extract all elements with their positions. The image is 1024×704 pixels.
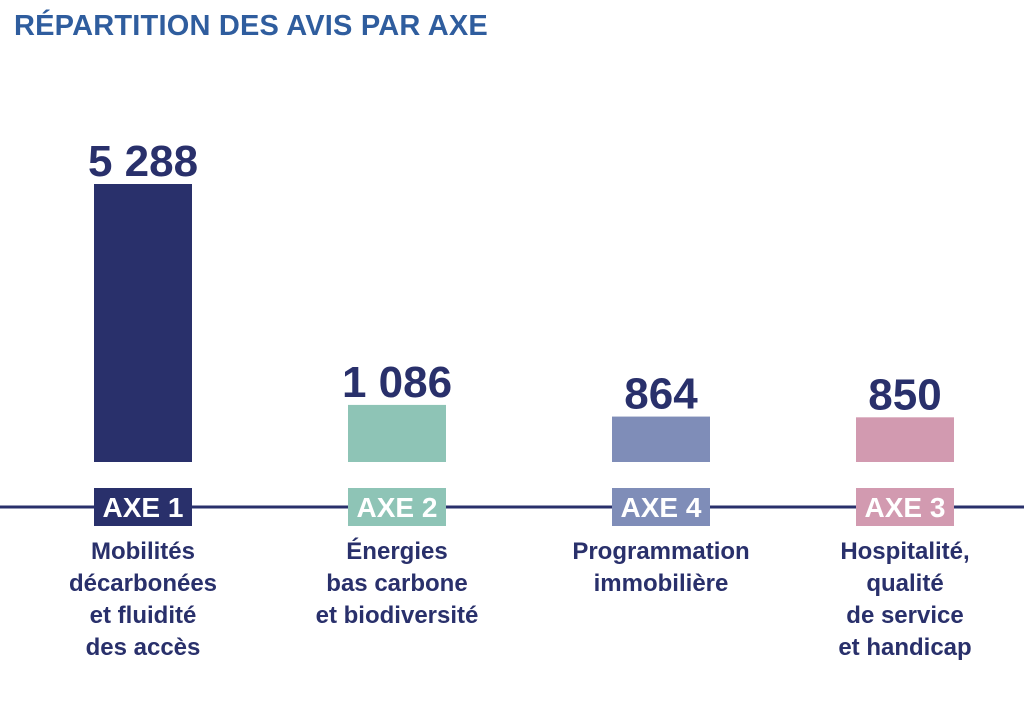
value-label-1: 5 288: [88, 137, 198, 186]
bars-group: 5 288 AXE 1 1 086 AXE 2 864 AXE 4 850 AXE 3: [88, 137, 954, 526]
description-line: Hospitalité,: [840, 538, 970, 565]
description-line: et fluidité: [89, 602, 197, 629]
description-line: Énergies: [346, 538, 448, 565]
description-line: et biodiversité: [315, 602, 479, 629]
description-line: immobilière: [593, 570, 729, 597]
description-line: décarbonées: [68, 570, 218, 597]
description-line: Programmation: [572, 538, 750, 565]
bar-2: [348, 404, 446, 462]
category-description-2: Énergies bas carbone et biodiversité: [277, 536, 517, 632]
value-label-2: 1 086: [342, 358, 452, 407]
description-line: des accès: [85, 634, 201, 661]
category-label-4: AXE 3: [865, 492, 946, 523]
category-description-1: Mobilités décarbonées et fluidité des accès: [23, 536, 263, 664]
description-line: et handicap: [838, 634, 972, 661]
category-tag-1: [94, 488, 192, 526]
category-tag-4: [856, 488, 954, 526]
value-label-3: 864: [624, 370, 698, 419]
category-description-3: Programmation immobilière: [541, 536, 781, 600]
description-line: qualité: [866, 570, 944, 597]
category-label-1: AXE 1: [103, 492, 184, 523]
value-label-4: 850: [868, 370, 941, 419]
category-label-3: AXE 4: [621, 492, 702, 523]
category-tag-3: [612, 488, 710, 526]
bar-3: [612, 416, 710, 462]
bar-1: [94, 184, 192, 462]
description-line: Mobilités: [90, 538, 195, 565]
category-tag-2: [348, 488, 446, 526]
chart-title: RÉPARTITION DES AVIS PAR AXE: [14, 10, 488, 42]
category-label-2: AXE 2: [357, 492, 438, 523]
description-line: bas carbone: [326, 570, 468, 597]
category-description-4: Hospitalité, qualité de service et handicap: [785, 536, 1024, 664]
description-line: de service: [846, 602, 964, 629]
bar-4: [856, 417, 954, 462]
